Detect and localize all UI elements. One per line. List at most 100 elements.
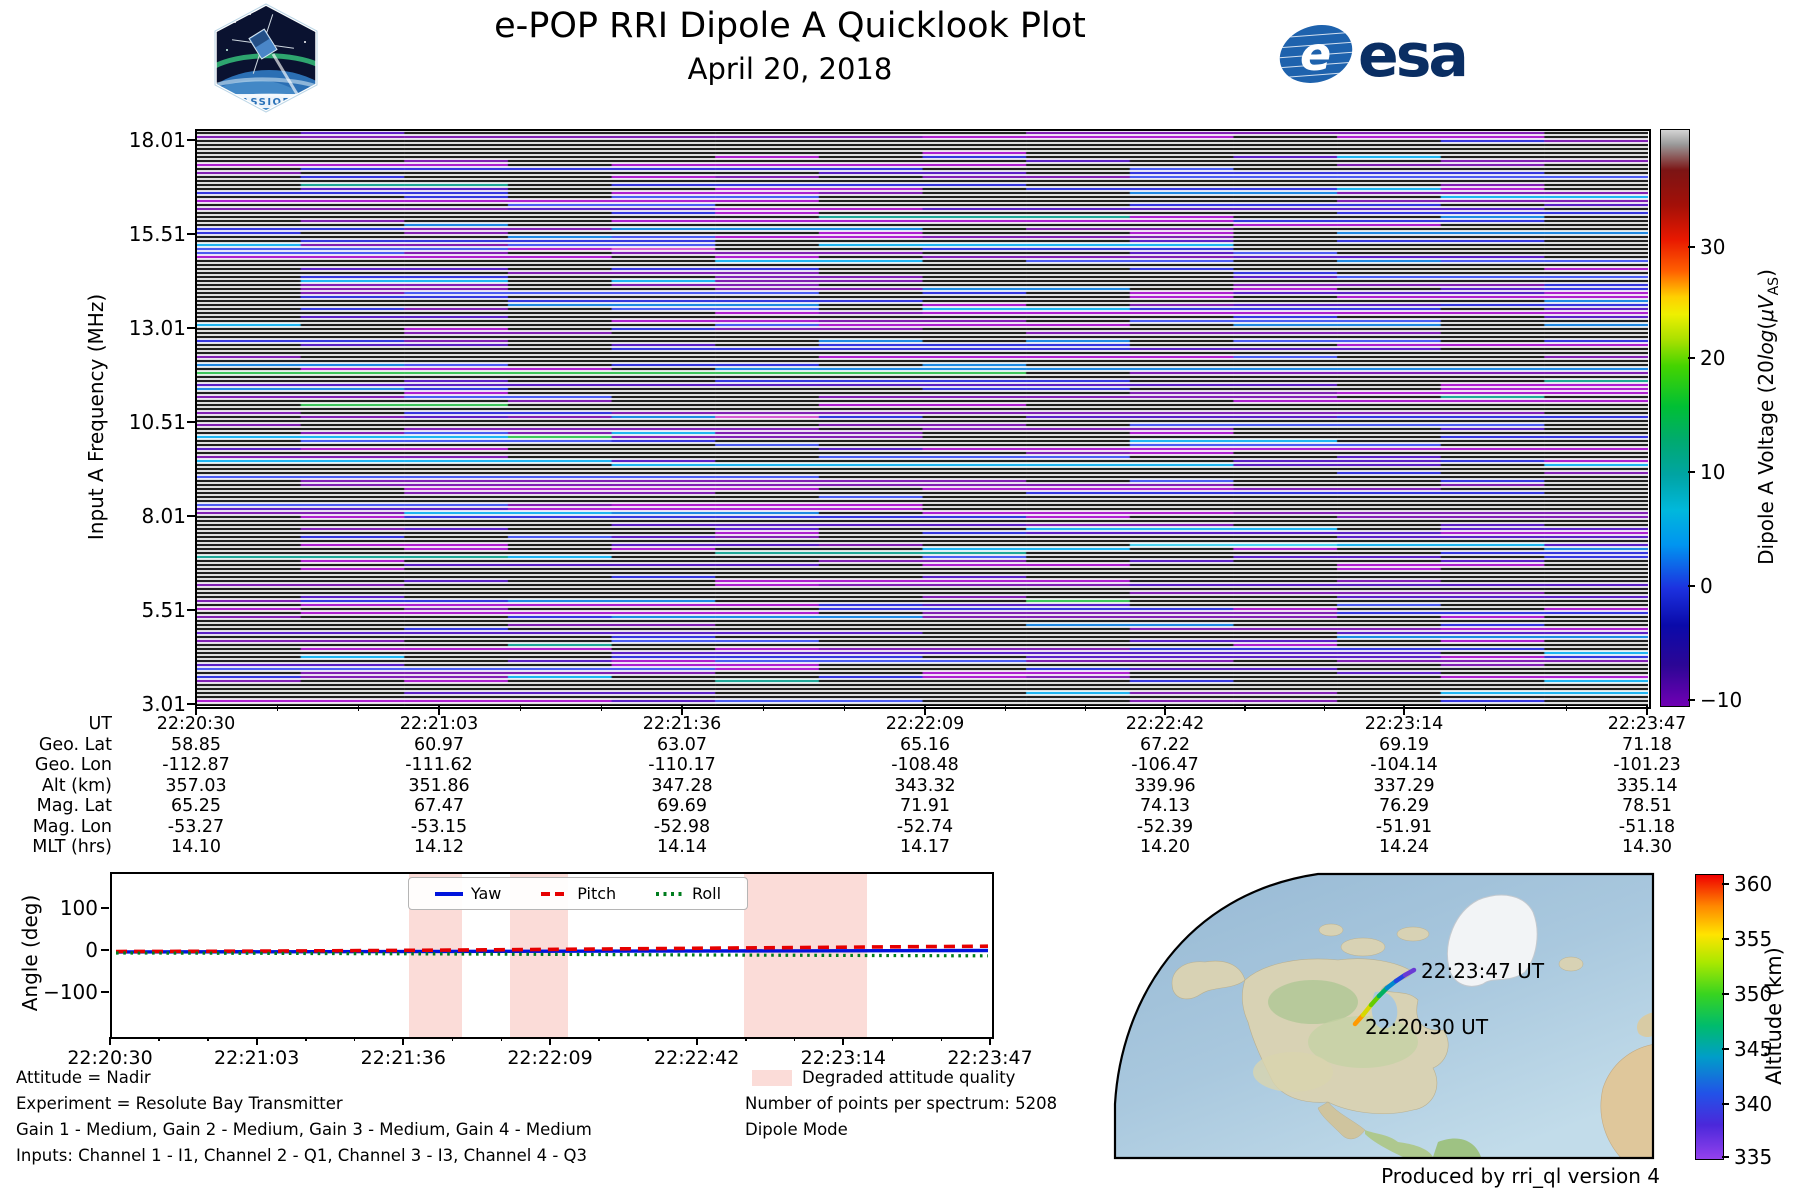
ephemeris-value: -101.23: [1613, 755, 1681, 775]
ephemeris-value: 22:21:03: [399, 714, 479, 734]
map-iberia: [1637, 1012, 1653, 1038]
ephemeris-value: 357.03: [165, 776, 227, 796]
legend-item-roll: Roll: [655, 884, 722, 903]
ephemeris-value: 22:23:14: [1364, 714, 1444, 734]
ephemeris-value: -112.87: [162, 755, 230, 775]
voltage-colorbar-tick-label: 10: [1700, 460, 1726, 484]
map-iceland: [1558, 956, 1584, 972]
esa-globe-disc: [1279, 25, 1353, 83]
angle-x-tick: [255, 1037, 258, 1045]
ephemeris-value: 14.12: [413, 837, 465, 857]
track-end-time-label: 22:23:47 UT: [1421, 959, 1545, 983]
map-hudson-bay: [1371, 991, 1398, 1029]
angle-x-tick-label: 22:21:36: [360, 1047, 446, 1069]
angle-x-tick: [109, 1037, 111, 1045]
voltage-colorbar-tick: [1688, 699, 1695, 701]
voltage-colorbar: [1660, 129, 1690, 707]
ephemeris-value: 69.19: [1378, 735, 1430, 755]
spectrogram-y-tick-label: 15.51: [128, 222, 186, 246]
attitude-angle-plot: [110, 872, 994, 1039]
spectrogram-x-minor-tick: [519, 706, 521, 711]
angle-y-tick-label: −100: [43, 980, 98, 1004]
altitude-colorbar-tick: [1722, 993, 1729, 995]
ephemeris-value: -110.17: [648, 755, 716, 775]
ephemeris-value: -52.98: [653, 817, 711, 837]
ephemeris-value: 339.96: [1134, 776, 1196, 796]
angle-x-minor-tick: [647, 1037, 649, 1041]
esa-e-glyph: e: [1300, 27, 1331, 81]
spectrogram-x-minor-tick: [843, 706, 845, 711]
angle-x-tick: [402, 1037, 405, 1045]
voltage-colorbar-tick: [1688, 246, 1695, 248]
angle-y-tick: [101, 949, 109, 951]
angle-x-minor-tick: [158, 1037, 160, 1041]
spectrogram-x-minor-tick: [1323, 706, 1326, 711]
note-attitude: Attitude = Nadir: [16, 1068, 151, 1087]
spectrogram-y-tick: [187, 233, 195, 235]
voltage-colorbar-tick: [1688, 357, 1695, 359]
ephemeris-value: -52.74: [896, 817, 954, 837]
spectrogram-x-tick: [438, 706, 440, 715]
spectrogram-y-tick-label: 18.01: [128, 128, 186, 152]
ephemeris-value: 351.86: [408, 776, 470, 796]
cassiope-mission-patch: CASSIOPE: [213, 2, 319, 114]
legend-label: Roll: [691, 884, 722, 903]
ephemeris-row-label: MLT (hrs): [32, 837, 112, 857]
altitude-colorbar: [1695, 874, 1724, 1160]
map-greenland: [1447, 894, 1538, 987]
ephemeris-value: 347.28: [651, 776, 713, 796]
altitude-colorbar-tick: [1722, 938, 1729, 940]
angle-x-minor-tick: [940, 1037, 943, 1041]
note-experiment: Experiment = Resolute Bay Transmitter: [16, 1094, 343, 1113]
altitude-colorbar-tick-label: 360: [1734, 872, 1773, 896]
patch-cassiope-label: CASSIOPE: [232, 97, 299, 108]
ephemeris-value: 335.14: [1616, 776, 1678, 796]
spectrogram-x-minor-tick: [357, 706, 359, 711]
ephemeris-value: 69.69: [656, 796, 708, 816]
map-central-america: [1365, 1130, 1433, 1157]
attitude-angle-lines: [115, 944, 989, 958]
ephemeris-value: -111.62: [405, 755, 473, 775]
ephemeris-value: 74.13: [1139, 796, 1191, 816]
esa-wordmark: esa: [1358, 21, 1466, 91]
legend-label: Yaw: [470, 884, 502, 903]
spectrogram-x-tick: [1403, 706, 1405, 715]
spectrogram-x-minor-tick: [1244, 706, 1246, 711]
ephemeris-value: -51.91: [1375, 817, 1433, 837]
pitch-line: [115, 944, 989, 954]
ephemeris-row-label: UT: [88, 714, 113, 734]
note-mode: Dipole Mode: [745, 1120, 848, 1139]
ephemeris-value: 14.17: [899, 837, 951, 857]
angle-x-minor-tick: [598, 1037, 600, 1041]
ephemeris-value: 22:21:36: [642, 714, 722, 734]
ephemeris-row-label: Geo. Lat: [38, 735, 112, 755]
angle-x-tick-label: 22:21:03: [214, 1047, 300, 1069]
ephemeris-value: 65.25: [170, 796, 222, 816]
angle-x-minor-tick: [891, 1037, 894, 1041]
angle-x-tick: [842, 1037, 845, 1045]
angle-y-tick-label: 0: [85, 938, 98, 962]
ephemeris-value: 14.30: [1621, 837, 1673, 857]
ephemeris-value: 71.18: [1621, 735, 1673, 755]
spectrogram-y-tick: [187, 327, 195, 329]
ephemeris-value: -104.14: [1370, 755, 1438, 775]
spectrogram-y-tick: [187, 139, 195, 141]
map-africa: [1600, 1043, 1653, 1158]
satellite-ground-track: [1352, 967, 1417, 1027]
ephemeris-row-label: Geo. Lon: [34, 755, 112, 775]
ephemeris-row-label: Alt (km): [41, 776, 112, 796]
angle-x-minor-tick: [305, 1037, 307, 1041]
ephemeris-value: -52.39: [1136, 817, 1194, 837]
altitude-colorbar-tick-label: 355: [1734, 927, 1773, 951]
patch-satellite: [231, 14, 295, 74]
map-boundary: [1113, 872, 1655, 1160]
ephemeris-value: -108.48: [891, 755, 959, 775]
ephemeris-value: 14.10: [170, 837, 222, 857]
voltage-colorbar-tick-label: 20: [1700, 346, 1726, 370]
voltage-colorbar-tick-label: 30: [1700, 235, 1726, 259]
ephemeris-value: 78.51: [1621, 796, 1673, 816]
ephemeris-value: 22:22:09: [885, 714, 965, 734]
angle-y-tick: [101, 907, 109, 909]
spectrogram-x-tick: [1646, 706, 1648, 715]
